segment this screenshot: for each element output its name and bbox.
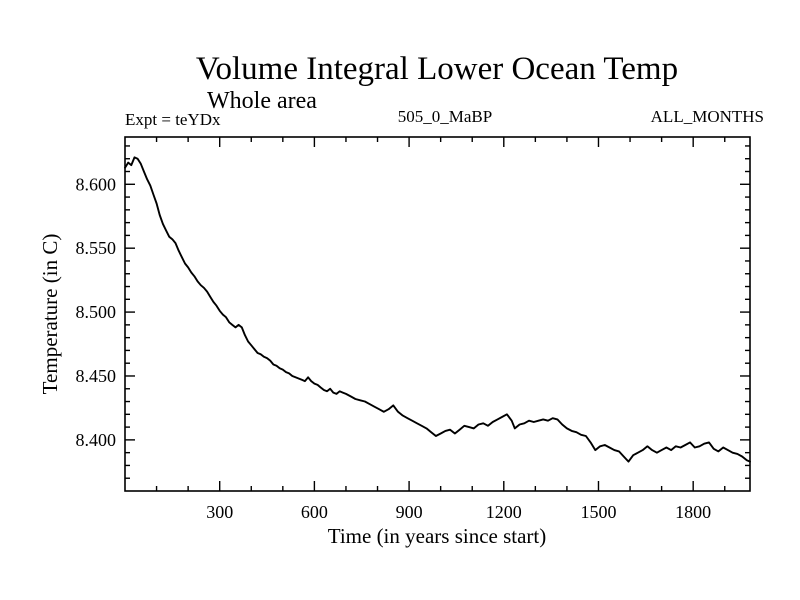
experiment-label: Expt = teYDx xyxy=(125,110,221,129)
y-axis-label: Temperature (in C) xyxy=(38,234,62,395)
x-tick-label: 900 xyxy=(396,502,423,522)
x-tick-label: 300 xyxy=(206,502,233,522)
y-tick-label: 8.400 xyxy=(76,430,117,450)
x-tick-label: 1500 xyxy=(580,502,616,522)
x-tick-label: 1800 xyxy=(675,502,711,522)
x-tick-label: 600 xyxy=(301,502,328,522)
dataset-label: 505_0_MaBP xyxy=(398,107,492,126)
x-axis-label: Time (in years since start) xyxy=(328,524,547,548)
y-tick-label: 8.600 xyxy=(76,174,117,194)
temperature-line xyxy=(124,156,751,463)
x-tick-label: 1200 xyxy=(486,502,522,522)
y-tick-label: 8.450 xyxy=(76,366,117,386)
y-tick-label: 8.550 xyxy=(76,238,117,258)
chart-subtitle: Whole area xyxy=(207,88,317,114)
plot-frame xyxy=(124,136,751,492)
chart-title: Volume Integral Lower Ocean Temp xyxy=(196,51,678,87)
y-tick-label: 8.500 xyxy=(76,302,117,322)
plot-area: 300 600 900 1200 1500 1800 8.400 8.450 8.500 8.55… xyxy=(76,136,751,522)
months-label: ALL_MONTHS xyxy=(651,107,764,126)
